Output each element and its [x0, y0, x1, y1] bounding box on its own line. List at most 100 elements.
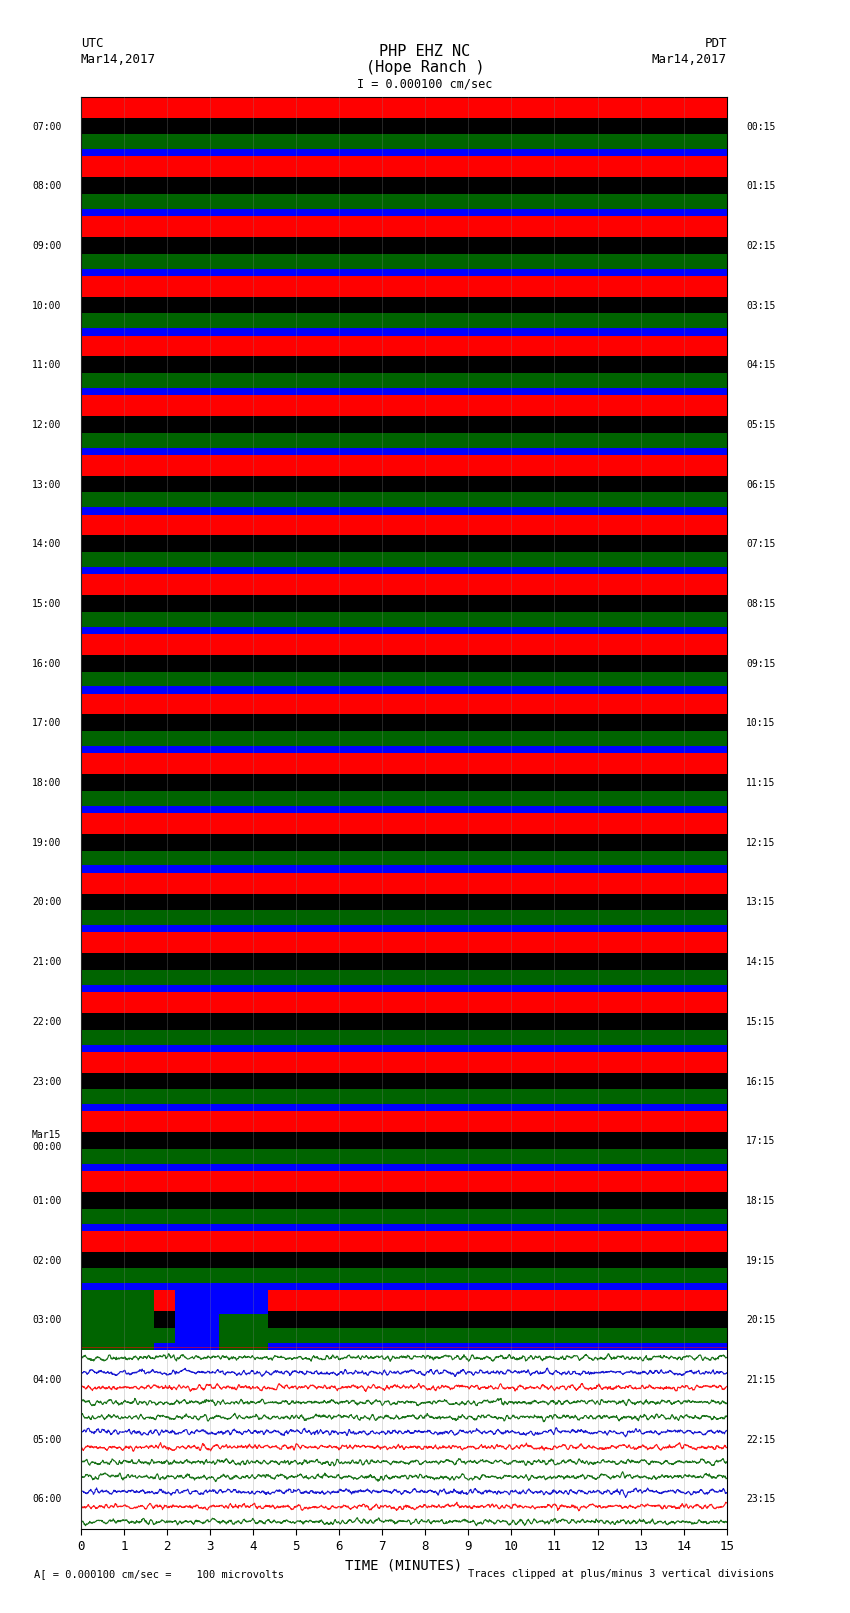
- Text: 04:15: 04:15: [746, 360, 775, 371]
- Text: 03:15: 03:15: [746, 300, 775, 311]
- Bar: [81, 926, 727, 932]
- Bar: [175, 1290, 268, 1350]
- Bar: [81, 747, 727, 753]
- Bar: [81, 389, 727, 395]
- Bar: [81, 627, 727, 634]
- Bar: [81, 536, 727, 552]
- Text: 21:15: 21:15: [746, 1374, 775, 1386]
- Bar: [81, 297, 727, 313]
- Text: 16:15: 16:15: [746, 1076, 775, 1087]
- Text: 08:15: 08:15: [746, 598, 775, 610]
- Bar: [81, 687, 727, 694]
- Text: 09:00: 09:00: [32, 240, 61, 252]
- Text: 05:15: 05:15: [746, 419, 775, 431]
- Bar: [81, 1165, 727, 1171]
- Text: 09:15: 09:15: [746, 658, 775, 669]
- Text: Mar14,2017: Mar14,2017: [81, 53, 156, 66]
- Text: 13:00: 13:00: [32, 479, 61, 490]
- Text: 03:00: 03:00: [32, 1315, 61, 1326]
- Bar: [81, 1327, 727, 1344]
- Text: I = 0.000100 cm/sec: I = 0.000100 cm/sec: [357, 77, 493, 90]
- Bar: [81, 552, 727, 568]
- Text: 15:00: 15:00: [32, 598, 61, 610]
- Bar: [81, 1111, 727, 1132]
- Bar: [81, 356, 727, 373]
- Text: Mar15
00:00: Mar15 00:00: [32, 1131, 61, 1152]
- Text: 20:15: 20:15: [746, 1315, 775, 1326]
- Bar: [81, 1148, 727, 1165]
- Text: 10:00: 10:00: [32, 300, 61, 311]
- Text: 22:00: 22:00: [32, 1016, 61, 1027]
- Text: 06:15: 06:15: [746, 479, 775, 490]
- Text: 16:00: 16:00: [32, 658, 61, 669]
- Bar: [81, 329, 727, 336]
- Bar: [81, 932, 727, 953]
- Text: Mar14,2017: Mar14,2017: [652, 53, 727, 66]
- Bar: [81, 276, 727, 297]
- Bar: [81, 1469, 727, 1529]
- Bar: [81, 508, 727, 515]
- Bar: [81, 150, 727, 156]
- Text: 19:00: 19:00: [32, 837, 61, 848]
- Bar: [81, 655, 727, 671]
- Bar: [81, 1171, 727, 1192]
- Text: 11:15: 11:15: [746, 777, 775, 789]
- Bar: [81, 1089, 727, 1105]
- Text: 14:15: 14:15: [746, 957, 775, 968]
- Bar: [81, 448, 727, 455]
- Bar: [81, 1052, 727, 1073]
- Bar: [81, 97, 727, 118]
- Bar: [81, 634, 727, 655]
- Bar: [81, 476, 727, 492]
- Bar: [81, 731, 727, 747]
- Text: 08:00: 08:00: [32, 181, 61, 192]
- Text: 02:15: 02:15: [746, 240, 775, 252]
- Text: Traces clipped at plus/minus 3 vertical divisions: Traces clipped at plus/minus 3 vertical …: [468, 1569, 774, 1579]
- Bar: [81, 1311, 727, 1327]
- Bar: [81, 432, 727, 448]
- Bar: [81, 1410, 727, 1469]
- Bar: [81, 850, 727, 866]
- Text: PHP EHZ NC: PHP EHZ NC: [379, 44, 471, 58]
- Bar: [81, 1029, 727, 1045]
- Bar: [81, 395, 727, 416]
- Text: 18:15: 18:15: [746, 1195, 775, 1207]
- Text: 13:15: 13:15: [746, 897, 775, 908]
- Bar: [81, 1350, 727, 1410]
- Bar: [81, 910, 727, 926]
- Text: 20:00: 20:00: [32, 897, 61, 908]
- Bar: [81, 194, 727, 210]
- X-axis label: TIME (MINUTES): TIME (MINUTES): [345, 1558, 462, 1573]
- Text: 17:00: 17:00: [32, 718, 61, 729]
- Bar: [81, 177, 727, 194]
- Bar: [81, 1290, 727, 1311]
- Bar: [81, 774, 727, 790]
- Bar: [81, 866, 727, 873]
- Text: 23:15: 23:15: [746, 1494, 775, 1505]
- Bar: [81, 1344, 727, 1350]
- Bar: [81, 953, 727, 969]
- Text: 21:00: 21:00: [32, 957, 61, 968]
- Bar: [81, 694, 727, 715]
- Text: PDT: PDT: [705, 37, 727, 50]
- Bar: [81, 1045, 727, 1052]
- Bar: [81, 416, 727, 432]
- Text: 19:15: 19:15: [746, 1255, 775, 1266]
- Text: 01:00: 01:00: [32, 1195, 61, 1207]
- Bar: [81, 1268, 727, 1284]
- Bar: [81, 134, 727, 150]
- Bar: [81, 1284, 727, 1290]
- Bar: [81, 834, 727, 850]
- Bar: [81, 1290, 154, 1350]
- Text: 12:00: 12:00: [32, 419, 61, 431]
- Text: 01:15: 01:15: [746, 181, 775, 192]
- Bar: [81, 611, 727, 627]
- Bar: [81, 1105, 727, 1111]
- Bar: [81, 515, 727, 536]
- Text: 06:00: 06:00: [32, 1494, 61, 1505]
- Text: A[ = 0.000100 cm/sec =    100 microvolts: A[ = 0.000100 cm/sec = 100 microvolts: [34, 1569, 284, 1579]
- Bar: [81, 1013, 727, 1029]
- Bar: [81, 1132, 727, 1148]
- Text: 12:15: 12:15: [746, 837, 775, 848]
- Bar: [81, 1192, 727, 1208]
